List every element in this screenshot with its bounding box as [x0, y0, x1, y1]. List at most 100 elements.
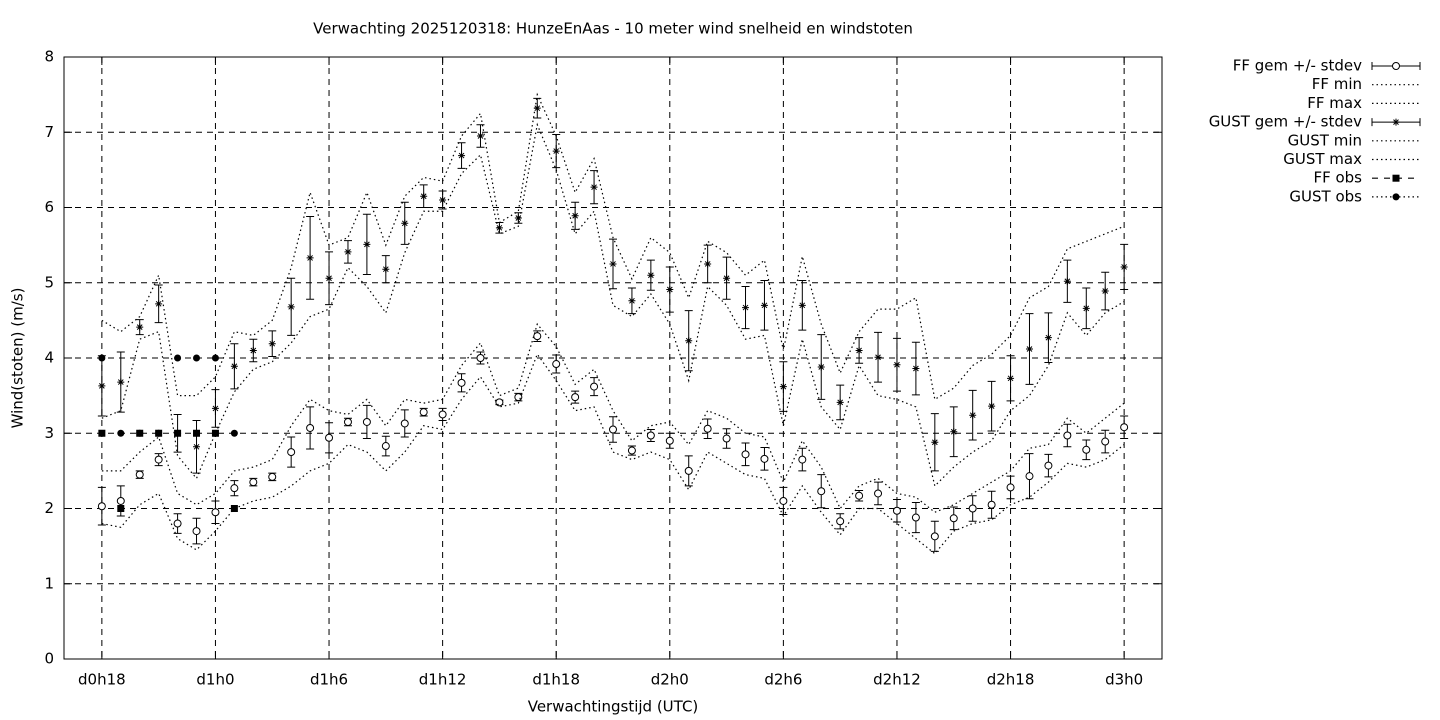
marker: [116, 496, 125, 505]
marker: [174, 429, 182, 437]
marker: [325, 433, 334, 442]
x-tick-label: d2h0: [651, 671, 689, 689]
y-tick-label: 3: [44, 424, 54, 442]
marker: [154, 455, 163, 464]
marker: [268, 340, 276, 348]
marker: [439, 196, 447, 204]
marker: [949, 514, 958, 523]
marker: [590, 382, 599, 391]
marker: [911, 513, 920, 522]
marker: [779, 496, 788, 505]
legend-label: GUST obs: [1289, 187, 1362, 205]
marker: [381, 442, 390, 451]
marker: [779, 383, 787, 391]
legend-label: FF obs: [1313, 169, 1362, 187]
legend-marker: [1392, 174, 1400, 182]
marker: [704, 260, 712, 268]
legend-label: FF max: [1307, 94, 1362, 112]
marker: [817, 363, 825, 371]
marker: [476, 354, 485, 362]
x-tick-label: d0h18: [78, 671, 126, 689]
marker: [135, 470, 144, 479]
marker: [1025, 345, 1033, 353]
marker: [647, 271, 655, 279]
marker: [742, 304, 750, 312]
legend-label: FF gem +/- stdev: [1233, 57, 1362, 75]
marker: [438, 410, 447, 419]
x-tick-label: d2h12: [873, 671, 921, 689]
y-tick-label: 5: [44, 273, 54, 291]
legend-label: GUST gem +/- stdev: [1209, 113, 1362, 131]
marker: [401, 219, 409, 227]
marker: [249, 478, 258, 487]
marker: [646, 431, 655, 440]
marker: [325, 274, 333, 282]
marker: [609, 425, 617, 434]
marker: [363, 240, 371, 248]
marker: [211, 354, 219, 362]
marker: [817, 487, 826, 496]
marker: [855, 346, 863, 354]
marker: [950, 428, 958, 436]
marker: [136, 323, 144, 331]
marker: [173, 519, 182, 528]
legend-marker: [1392, 193, 1400, 201]
marker: [343, 417, 352, 426]
marker: [174, 354, 182, 362]
marker: [420, 192, 428, 200]
marker: [987, 500, 996, 509]
marker: [1120, 263, 1128, 271]
marker: [1025, 472, 1034, 481]
marker: [874, 489, 883, 498]
marker: [703, 424, 712, 433]
legend-label: FF min: [1312, 75, 1362, 93]
marker: [874, 353, 882, 361]
marker: [400, 419, 409, 428]
marker: [211, 508, 220, 517]
marker: [571, 212, 579, 220]
marker: [155, 300, 163, 308]
marker: [969, 411, 977, 419]
marker: [98, 429, 106, 437]
marker: [760, 301, 768, 309]
marker: [306, 423, 315, 432]
marker: [552, 147, 560, 155]
marker: [684, 466, 693, 475]
y-tick-label: 4: [44, 349, 54, 367]
marker: [268, 472, 277, 481]
marker: [192, 527, 201, 536]
marker: [211, 404, 219, 412]
marker: [533, 332, 542, 341]
marker: [571, 393, 580, 402]
marker: [912, 365, 920, 373]
marker: [533, 104, 541, 112]
marker: [98, 382, 106, 390]
marker: [362, 417, 371, 426]
marker: [476, 132, 484, 140]
legend-label: GUST max: [1283, 150, 1362, 168]
marker: [495, 224, 503, 232]
x-tick-label: d1h6: [310, 671, 348, 689]
marker: [230, 429, 238, 437]
marker: [988, 402, 996, 410]
legend-label: GUST min: [1288, 131, 1362, 149]
marker: [685, 337, 693, 345]
marker: [117, 429, 125, 437]
marker: [1063, 277, 1071, 285]
x-axis-label: Verwachtingstijd (UTC): [528, 698, 699, 716]
chart-title: Verwachting 2025120318: HunzeEnAas - 10 …: [313, 20, 913, 38]
marker: [514, 393, 523, 402]
marker: [1101, 437, 1110, 446]
marker: [419, 408, 428, 417]
x-tick-label: d2h18: [987, 671, 1035, 689]
x-tick-label: d2h6: [764, 671, 802, 689]
y-tick-label: 8: [44, 48, 54, 66]
y-tick-label: 2: [44, 499, 54, 517]
marker: [931, 438, 939, 446]
marker: [590, 183, 598, 191]
marker: [893, 361, 901, 369]
x-tick-label: d3h0: [1105, 671, 1143, 689]
marker: [495, 398, 504, 407]
marker: [665, 436, 674, 445]
